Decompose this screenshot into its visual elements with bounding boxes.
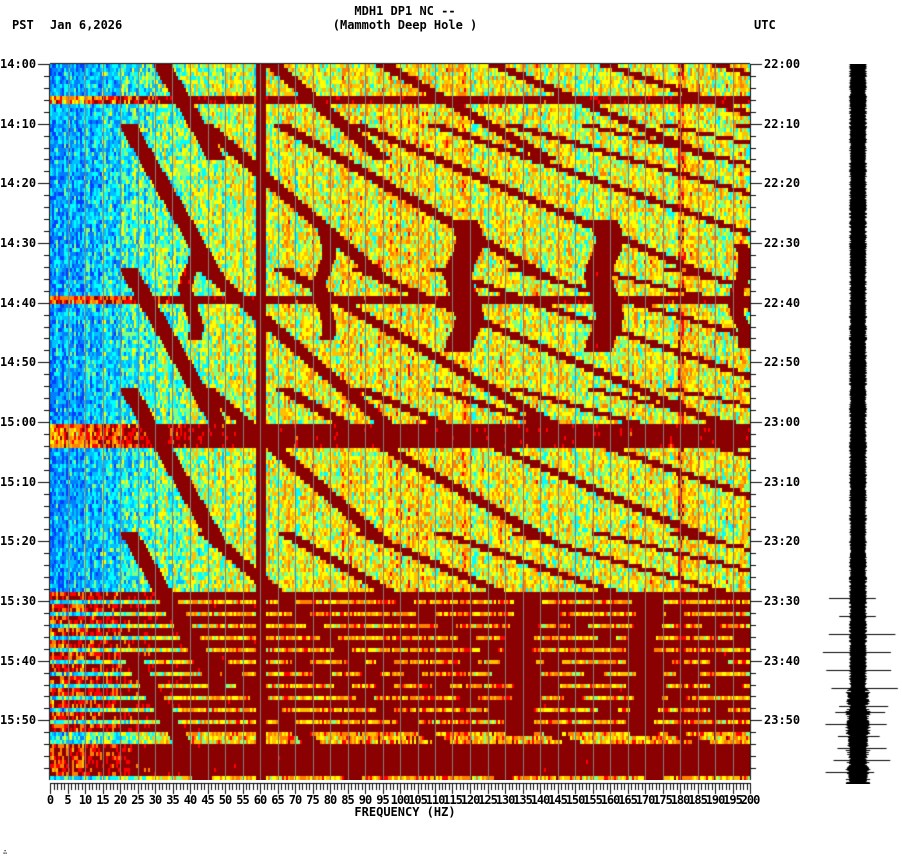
y-tick-label-right: 23:00 [764, 415, 801, 429]
y-tick-label-left: 15:40 [0, 653, 37, 668]
seismogram-waveform [815, 64, 902, 784]
x-tick-label: 35 [166, 793, 179, 807]
x-axis-title: FREQUENCY (HZ) [354, 805, 456, 819]
y-tick-label-right: 23:50 [764, 713, 801, 728]
y-tick-label-right: 23:40 [764, 653, 801, 668]
x-tick-label: 180 [670, 793, 691, 807]
x-tick-label: 95 [376, 793, 389, 807]
x-tick-label: 130 [495, 793, 516, 807]
left-timezone-label: PST [12, 18, 34, 32]
x-tick-label: 45 [201, 793, 214, 807]
x-tick-label: 170 [635, 793, 656, 807]
x-tick-label: 75 [306, 793, 319, 807]
x-tick-label: 185 [688, 793, 708, 807]
x-tick-label: 160 [600, 793, 621, 807]
y-tick-label-left: 15:30 [0, 594, 37, 608]
x-tick-label: 70 [288, 793, 302, 807]
y-tick-label-right: 22:00 [764, 57, 801, 71]
date-label: Jan 6,2026 [50, 18, 123, 32]
y-tick-label-left: 14:50 [0, 355, 37, 370]
y-tick-label-right: 22:20 [764, 176, 801, 191]
y-tick-label-right: 23:20 [764, 534, 801, 549]
spectrogram-heatmap [50, 64, 750, 780]
x-tick-label: 110 [425, 793, 446, 807]
x-tick-label: 55 [236, 793, 249, 807]
x-tick-label: 40 [183, 793, 197, 807]
y-tick-label-left: 14:20 [0, 176, 37, 191]
x-tick-label: 20 [113, 793, 127, 807]
x-tick-label: 155 [583, 793, 603, 807]
x-tick-label: 150 [565, 793, 586, 807]
x-tick-label: 195 [723, 793, 743, 807]
y-tick-label-left: 15:50 [0, 713, 37, 728]
x-tick-label: 100 [390, 793, 411, 807]
x-tick-label: 145 [548, 793, 568, 807]
y-tick-label-left: 14:00 [0, 57, 37, 71]
x-tick-label: 105 [408, 793, 428, 807]
x-tick-label: 135 [513, 793, 533, 807]
x-tick-label: 125 [478, 793, 498, 807]
x-tick-label: 115 [443, 793, 463, 807]
x-tick-label: 200 [740, 793, 761, 807]
x-tick-label: 0 [46, 793, 54, 807]
y-tick-label-left: 14:10 [0, 116, 37, 131]
y-tick-label-right: 22:50 [764, 355, 801, 370]
x-tick-label: 120 [460, 793, 481, 807]
x-tick-label: 90 [358, 793, 372, 807]
right-timezone-label: UTC [754, 18, 776, 32]
x-tick-label: 50 [218, 793, 232, 807]
y-tick-label-right: 23:30 [764, 594, 801, 608]
x-tick-label: 25 [131, 793, 144, 807]
station-title: MDH1 DP1 NC -- [354, 4, 456, 18]
x-tick-label: 175 [653, 793, 673, 807]
y-tick-label-right: 22:30 [764, 236, 801, 250]
x-tick-label: 165 [618, 793, 638, 807]
x-tick-label: 85 [341, 793, 354, 807]
y-tick-label-left: 15:10 [0, 474, 37, 489]
y-tick-label-left: 15:20 [0, 534, 37, 549]
y-tick-label-right: 23:10 [764, 474, 801, 489]
x-tick-label: 30 [148, 793, 162, 807]
x-tick-label: 65 [271, 793, 284, 807]
corner-mark: ∴ [3, 848, 8, 856]
x-tick-label: 5 [64, 793, 71, 807]
x-tick-label: 10 [78, 793, 92, 807]
x-tick-label: 80 [323, 793, 337, 807]
x-tick-label: 190 [705, 793, 726, 807]
y-tick-label-left: 14:40 [0, 295, 37, 310]
x-tick-label: 60 [253, 793, 267, 807]
y-tick-label-left: 14:30 [0, 236, 37, 250]
x-tick-label: 140 [530, 793, 551, 807]
y-tick-label-right: 22:40 [764, 295, 801, 310]
x-tick-label: 15 [96, 793, 109, 807]
y-tick-label-right: 22:10 [764, 116, 801, 131]
y-tick-label-left: 15:00 [0, 415, 37, 429]
